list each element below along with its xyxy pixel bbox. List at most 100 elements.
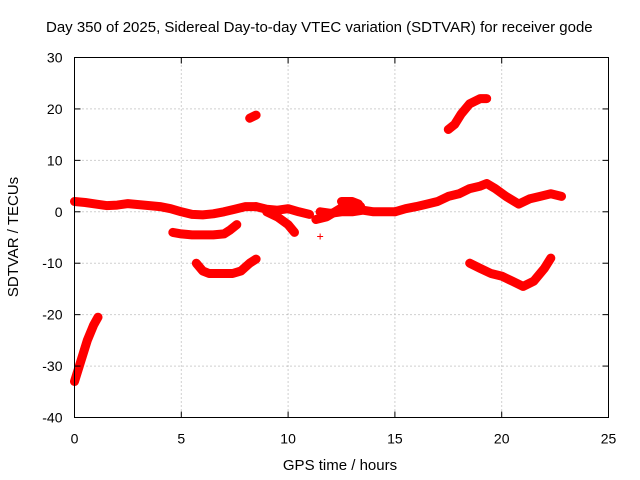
data-point — [492, 185, 499, 192]
series-arc-14 — [465, 253, 556, 291]
data-point — [156, 203, 163, 210]
data-point — [199, 231, 206, 238]
series-arc-2 — [70, 197, 261, 220]
data-point — [253, 256, 260, 263]
data-point — [84, 337, 91, 344]
axis-ticks — [74, 57, 609, 418]
data-point — [167, 205, 174, 212]
data-point — [242, 203, 249, 210]
data-point — [466, 100, 473, 107]
data-point — [221, 230, 228, 237]
data-point — [477, 95, 484, 102]
data-point — [274, 213, 281, 220]
data-point — [285, 221, 292, 228]
data-point — [210, 231, 217, 238]
y-tick-label: -10 — [42, 255, 62, 271]
series-arc-3 — [168, 220, 242, 240]
series-arc-11 — [337, 197, 364, 209]
x-tick-label: 5 — [177, 431, 185, 447]
data-point — [423, 201, 430, 208]
data-point — [502, 193, 509, 200]
data-point — [466, 185, 473, 192]
series-arc-8 — [317, 233, 324, 240]
data-point — [558, 193, 565, 200]
data-point — [227, 226, 234, 233]
data-point — [466, 260, 473, 267]
data-point — [199, 267, 206, 274]
data-point — [246, 260, 253, 267]
data-point — [477, 183, 484, 190]
data-point — [124, 200, 131, 207]
y-tick-label: -30 — [42, 358, 62, 374]
series-arc-13 — [443, 94, 492, 134]
data-point — [458, 111, 465, 118]
data-point — [285, 205, 292, 212]
data-point — [515, 201, 522, 208]
series-arc-1 — [70, 312, 103, 386]
data-point — [451, 121, 458, 128]
data-point — [178, 230, 185, 237]
y-tick-label: 30 — [47, 50, 63, 66]
y-axis-label: SDTVAR / TECUs — [5, 177, 22, 297]
data-point — [477, 265, 484, 272]
data-point — [381, 208, 388, 215]
x-tick-label: 0 — [71, 431, 79, 447]
x-tick-labels: 0 5 10 15 20 25 — [71, 431, 617, 447]
data-point — [306, 211, 313, 218]
data-point — [188, 231, 195, 238]
data-point — [537, 193, 544, 200]
x-tick-label: 25 — [601, 431, 617, 447]
data-point — [169, 229, 176, 236]
data-point — [509, 278, 516, 285]
data-point — [263, 208, 270, 215]
data-point — [445, 193, 452, 200]
data-point — [327, 210, 334, 217]
x-tick-label: 20 — [494, 431, 510, 447]
data-point — [253, 112, 260, 119]
data-point — [317, 233, 324, 240]
series-trace — [443, 94, 492, 134]
data-point — [312, 216, 319, 223]
series-arc-5 — [245, 110, 261, 123]
data-point — [206, 270, 213, 277]
x-tick-label: 15 — [387, 431, 403, 447]
data-point — [210, 210, 217, 217]
data-point — [445, 126, 452, 133]
data-point — [178, 208, 185, 215]
data-point — [231, 206, 238, 213]
data-point — [434, 198, 441, 205]
series-trace — [262, 207, 299, 237]
data-point — [90, 321, 97, 328]
data-point — [229, 270, 236, 277]
data-point — [498, 273, 505, 280]
series-arc-10 — [315, 205, 400, 218]
data-point — [413, 203, 420, 210]
data-point — [135, 201, 142, 208]
data-point — [221, 270, 228, 277]
data-point — [349, 198, 356, 205]
series-trace — [245, 110, 261, 123]
data-point — [317, 208, 324, 215]
data-point — [103, 202, 110, 209]
data-point — [402, 205, 409, 212]
plot-frame — [74, 57, 609, 418]
data-point — [547, 255, 554, 262]
data-point — [193, 260, 200, 267]
data-point — [94, 314, 101, 321]
y-tick-label: -20 — [42, 307, 62, 323]
data-point — [188, 211, 195, 218]
data-point — [92, 201, 99, 208]
data-point — [391, 208, 398, 215]
series-trace — [465, 253, 556, 291]
data-point — [530, 278, 537, 285]
data-point — [483, 180, 490, 187]
y-tick-label: 20 — [47, 101, 63, 117]
series-trace — [168, 220, 242, 240]
data-point — [233, 221, 240, 228]
data-point — [77, 357, 84, 364]
data-point — [82, 199, 89, 206]
data-point — [349, 208, 356, 215]
data-point — [295, 208, 302, 215]
data-point — [488, 270, 495, 277]
